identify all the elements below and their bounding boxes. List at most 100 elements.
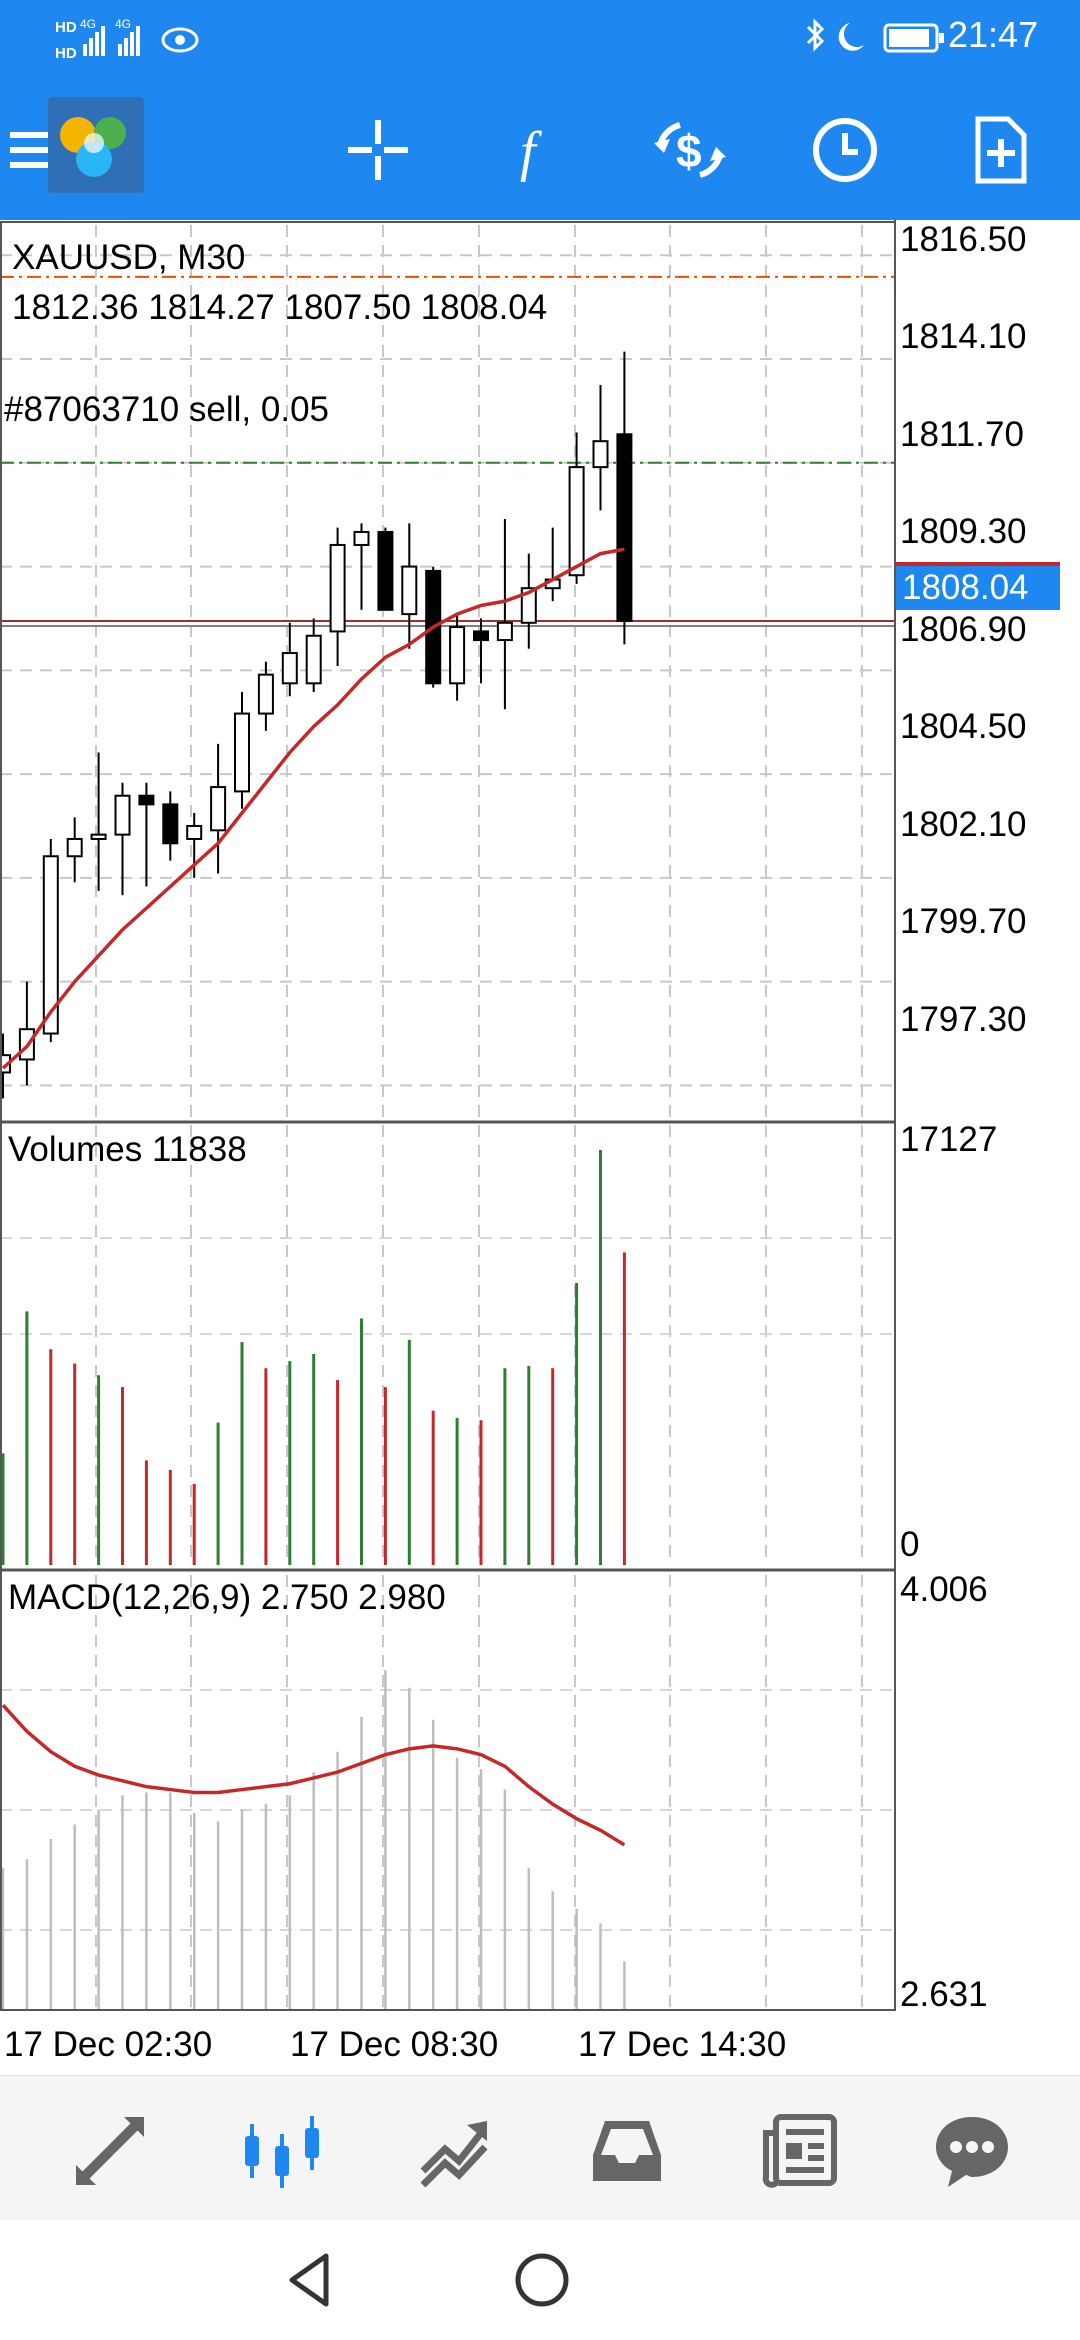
bear-candle-body [473, 630, 489, 642]
crosshair-icon [348, 120, 408, 180]
price-tick-0: 1816.50 [900, 220, 1027, 259]
order-label[interactable]: #87063710 sell, 0.05 [4, 390, 329, 429]
candle [401, 523, 418, 649]
bull-candle-body [281, 652, 298, 685]
time-tick-0: 17 Dec 02:30 [4, 2025, 213, 2064]
candle [138, 782, 155, 887]
price-tick-6: 1802.10 [900, 805, 1027, 844]
price-tick-7: 1799.70 [900, 902, 1027, 941]
macd-signal-line [1, 1704, 626, 1847]
price-tick-2: 1811.70 [900, 415, 1024, 454]
new-order-button[interactable] [945, 95, 1055, 205]
nav-messages[interactable] [917, 2096, 1027, 2206]
candle [257, 661, 274, 731]
trade-button[interactable]: $ [635, 95, 745, 205]
ohlc-label: 1812.36 1814.27 1807.50 1808.04 [12, 288, 548, 327]
g-label-1: 4G [80, 17, 96, 31]
bull-candle-body [449, 626, 466, 685]
metatrader-logo [48, 97, 144, 193]
candle [210, 743, 227, 874]
candle [592, 384, 609, 511]
system-icons [800, 15, 950, 60]
bull-candle-body [592, 440, 609, 469]
time-tick-1: 17 Dec 08:30 [290, 2025, 499, 2064]
bull-candle-body [90, 833, 107, 840]
bull-candle-body [305, 634, 322, 685]
bull-candle-body [114, 794, 131, 836]
candle [114, 782, 131, 896]
bull-candle-body [234, 712, 250, 793]
bear-candle-body [616, 433, 633, 623]
candle [496, 519, 513, 710]
bull-candle-body [353, 530, 370, 546]
candle [305, 618, 322, 692]
chart-area[interactable]: XAUUSD, M30 1812.36 1814.27 1807.50 1808… [0, 220, 1080, 2080]
macd-panel [1, 1670, 626, 2010]
back-icon [289, 2253, 329, 2307]
new-order-icon [975, 116, 1027, 184]
bull-candle-body [401, 565, 418, 616]
period-button[interactable] [790, 95, 900, 205]
candle [449, 614, 466, 701]
bull-candle-body [42, 855, 59, 1035]
status-time: 21:47 [948, 14, 1039, 55]
time-tick-2: 17 Dec 14:30 [578, 2025, 787, 2064]
candle [234, 691, 250, 809]
bull-candle-body [210, 786, 227, 832]
macd-label: MACD(12,26,9) 2.750 2.980 [8, 1578, 446, 1617]
bottom-navigation [0, 2075, 1080, 2221]
price-panel [0, 275, 895, 1099]
candle [18, 981, 35, 1086]
chat-icon [936, 2117, 1008, 2187]
candle [473, 618, 489, 684]
moving-average-line [1, 547, 625, 1070]
nav-chart[interactable] [227, 2096, 337, 2206]
chart-toolbar: f $ [0, 75, 1080, 220]
svg-text:f: f [520, 121, 543, 183]
bull-candle-body [496, 621, 513, 642]
candle [616, 351, 633, 645]
indicators-button[interactable]: f [480, 95, 590, 205]
macd-min: 2.631 [900, 1975, 988, 2014]
back-button[interactable] [280, 2248, 344, 2312]
inbox-icon [593, 2121, 661, 2181]
bull-candle-body [257, 673, 274, 715]
nav-quotes[interactable] [55, 2096, 165, 2206]
bear-candle-body [162, 803, 179, 845]
candle [162, 791, 179, 861]
candle [544, 527, 561, 602]
candle [520, 553, 537, 649]
candle [353, 523, 370, 610]
news-icon [762, 2114, 837, 2188]
trade-trend-icon [420, 2121, 488, 2188]
volume-label: Volumes 11838 [8, 1130, 247, 1169]
nav-history[interactable] [572, 2096, 682, 2206]
price-tick-1: 1814.10 [900, 317, 1027, 356]
symbol-label: XAUUSD, M30 [12, 238, 246, 277]
price-tick-3: 1809.30 [900, 512, 1027, 551]
home-icon [515, 2253, 569, 2307]
candle [329, 527, 346, 667]
chart-frame [0, 220, 896, 2011]
quotes-icon [76, 2117, 144, 2185]
system-navigation [0, 2220, 1080, 2340]
bear-candle-body [377, 530, 394, 611]
nav-trade[interactable] [400, 2096, 510, 2206]
chart-svg[interactable] [0, 220, 1080, 2080]
crosshair-button[interactable] [323, 95, 433, 205]
menu-icon [10, 132, 50, 168]
network-icons: HD HD 4G 4G [55, 10, 215, 65]
bear-candle-body [138, 794, 155, 806]
bull-candle-body [568, 466, 585, 577]
bull-candle-body [186, 824, 203, 840]
status-bar: HD HD 4G 4G 21:47 [0, 0, 1080, 75]
current-price-tag: 1808.04 [896, 562, 1060, 610]
home-button[interactable] [510, 2248, 574, 2312]
candle [66, 817, 83, 883]
candle [568, 432, 585, 584]
volume-panel [1, 1150, 626, 1565]
nav-news[interactable] [745, 2096, 855, 2206]
bluetooth-icon [806, 18, 825, 52]
menu-button[interactable] [0, 95, 85, 205]
price-tick-8: 1797.30 [900, 1000, 1027, 1039]
